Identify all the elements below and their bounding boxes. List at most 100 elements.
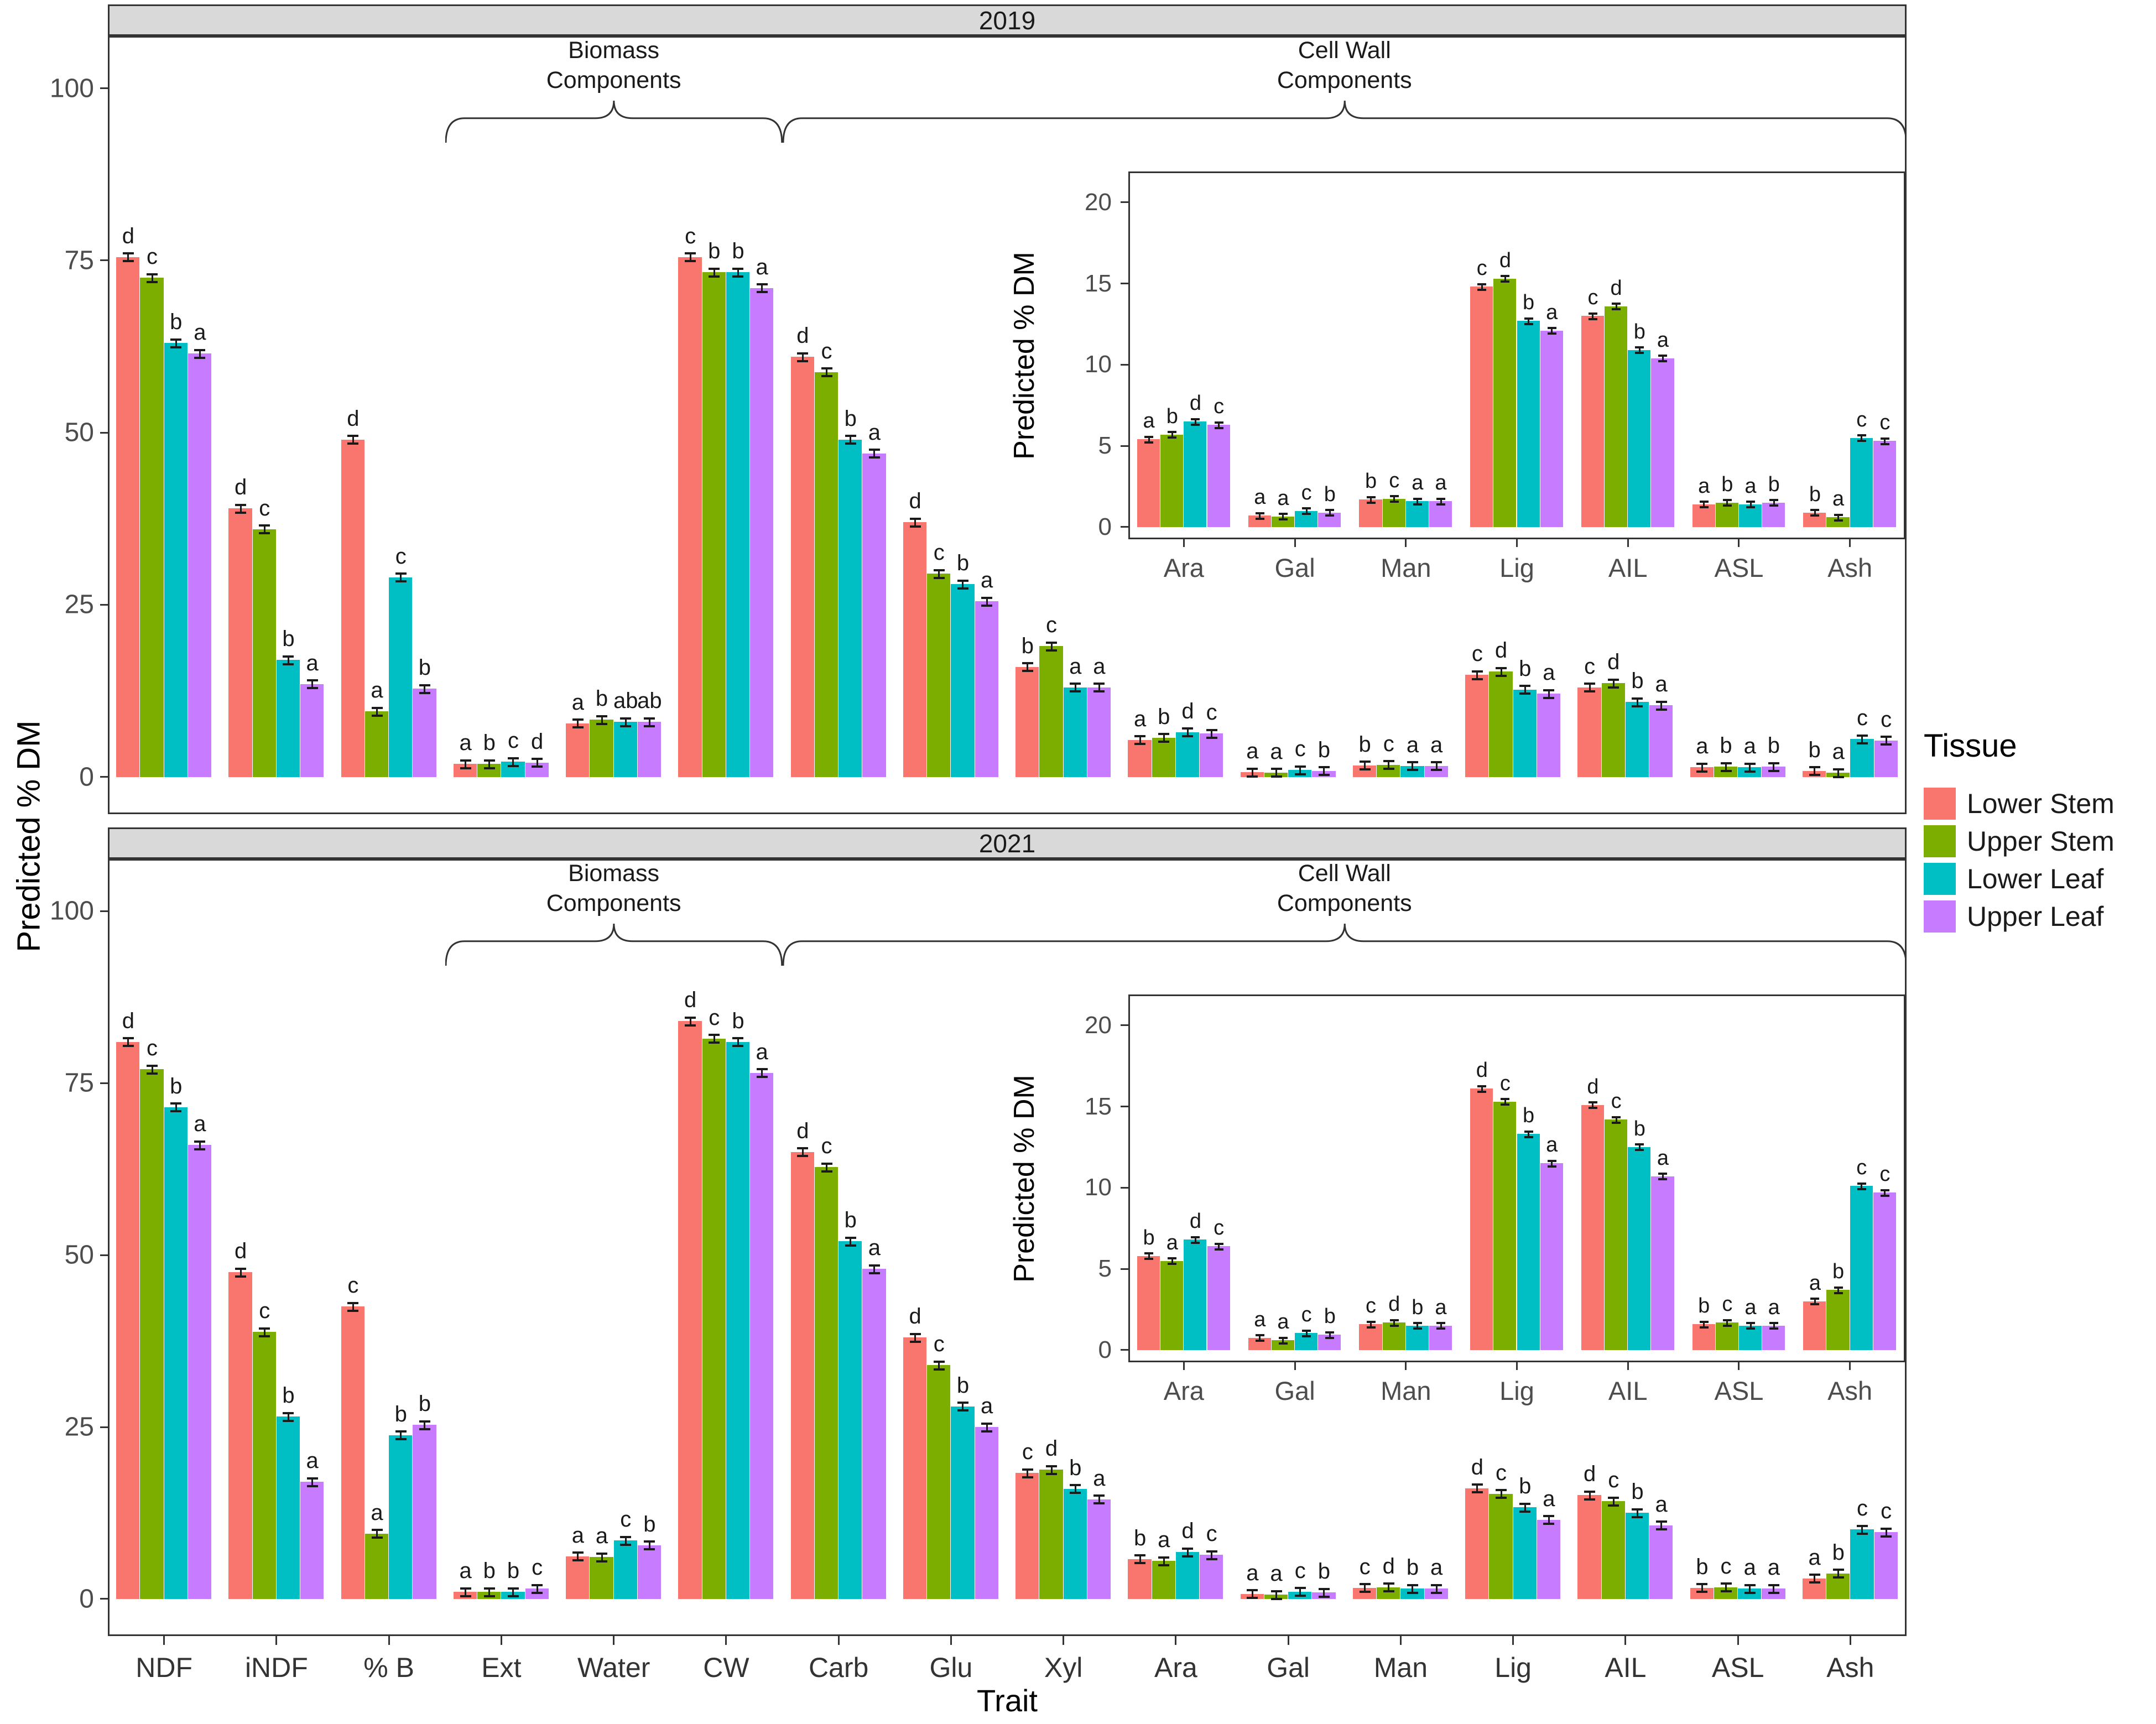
p2021-sig-letter-Lig-3: a	[1543, 1486, 1555, 1511]
p2019-err-Lig-2-capB	[1519, 692, 1531, 695]
p2019-bar-Xyl-3	[1087, 687, 1111, 777]
p2021-err-NDF-0-capB	[122, 1045, 134, 1048]
p2019-sig-letter-CW-3: a	[756, 254, 768, 279]
p2021-inset-sig-Man-1: d	[1388, 1293, 1400, 1316]
p2019-inset-sig-Lig-0: c	[1476, 257, 1487, 280]
p2021-bar-Glu-0	[903, 1337, 927, 1599]
p2019-err-Lig-1-capT	[1496, 666, 1507, 669]
p2021-inset-err-Ash-3-line	[1884, 1190, 1886, 1196]
p2019-bar-% B-2	[389, 577, 413, 777]
p2019-err-Man-0-line	[1364, 761, 1366, 769]
p2019-sig-letter-Xyl-1: c	[1046, 613, 1058, 638]
p2019-inset-err-Man-3-line	[1440, 498, 1442, 504]
p2019-sig-letter-Carb-3: a	[868, 420, 881, 445]
p2019-inset-sig-ASL-1: b	[1721, 472, 1733, 496]
p2019-inset-err-Lig-3-capT	[1547, 327, 1556, 330]
p2019-err-NDF-3-capT	[194, 348, 206, 351]
p2021-inset-sig-ASL-2: a	[1744, 1295, 1757, 1319]
p2021-err-Glu-3-line	[986, 1423, 988, 1431]
p2019-inset-err-Ash-1-line	[1837, 514, 1840, 520]
p2021-sig-letter-Xyl-2: b	[1069, 1455, 1082, 1480]
p2021-inset-err-Ara-3-line	[1218, 1243, 1220, 1249]
p2019-err-Ara-0-capT	[1134, 735, 1146, 738]
p2021-inset-sig-Man-2: b	[1412, 1295, 1424, 1319]
p2021-bar-Glu-3	[975, 1427, 998, 1599]
p2019-inset-xtick-mark-0	[1183, 539, 1185, 547]
p2019-bar-Carb-2	[839, 439, 862, 777]
p2021-err-Water-2-capB	[620, 1543, 632, 1546]
p2021-inset-ytick-mark-20	[1121, 1024, 1128, 1027]
p2021-sig-letter-% B-1: a	[371, 1500, 383, 1525]
p2019-sig-letter-ASL-1: b	[1720, 733, 1732, 758]
p2019-err-Glu-1-line	[938, 570, 940, 578]
p2021-sig-letter-% B-2: b	[394, 1402, 407, 1426]
p2021-err-ASL-3-capB	[1768, 1591, 1779, 1594]
p2021-inset-err-ASL-0-capT	[1699, 1320, 1709, 1323]
p2021-bar-AIL-3	[1649, 1525, 1673, 1599]
p2021-inset-err-Man-3-capB	[1436, 1327, 1445, 1330]
p2021-inset-xtick-label-0: Ara	[1163, 1376, 1204, 1405]
p2021-inset-sig-Lig-3: a	[1546, 1133, 1558, 1157]
p2019-err-ASL-1-capT	[1720, 762, 1732, 764]
p2021-bar-Xyl-2	[1063, 1488, 1087, 1599]
p2019-err-Man-0-capB	[1359, 768, 1371, 771]
p2021-err-Man-0-capB	[1359, 1591, 1371, 1593]
p2019-inset-err-Ara-2-capT	[1191, 418, 1200, 420]
p2021-inset-err-ASL-1-line	[1726, 1320, 1728, 1326]
p2021-inset-xtick-label-6: Ash	[1827, 1376, 1873, 1405]
legend-item-upper-stem: Upper Stem	[1924, 825, 2156, 857]
xtick-label-12: Lig	[1494, 1652, 1532, 1683]
p2019-inset-sig-Man-3: a	[1435, 471, 1447, 494]
p2019-bar-Man-0	[1352, 765, 1377, 777]
p2019-err-Glu-2-capT	[957, 579, 968, 582]
p2019-inset-sig-Ara-2: d	[1189, 392, 1201, 415]
p2019-ytick-label-50: 50	[64, 418, 94, 447]
p2019-inset-err-Gal-2-capB	[1302, 513, 1311, 515]
p2019-err-Man-2-line	[1412, 762, 1414, 770]
p2019-inset-bar-Man-1	[1382, 498, 1405, 527]
p2019-err-Carb-3-capT	[868, 449, 880, 451]
p2019-bar-Lig-2	[1513, 689, 1537, 777]
p2021-err-Ext-2-line	[512, 1588, 514, 1596]
p2019-bar-Carb-3	[862, 453, 886, 777]
p2021-err-Man-1-line	[1388, 1583, 1390, 1591]
legend-label-3: Upper Leaf	[1967, 901, 2104, 932]
p2019-inset-sig-Lig-2: b	[1522, 291, 1535, 315]
p2019-err-Ext-0-capT	[460, 759, 471, 762]
p2019-inset-sig-Man-0: b	[1365, 470, 1377, 493]
p2021-inset-err-Gal-3-capT	[1325, 1331, 1335, 1334]
p2019-err-Water-3-line	[648, 718, 650, 726]
p2019-sig-letter-ASL-3: b	[1767, 733, 1780, 758]
p2019-sig-letter-Glu-2: b	[956, 551, 970, 576]
p2021-inset-err-Lig-2-capB	[1524, 1136, 1533, 1138]
p2021-err-Glu-2-line	[962, 1402, 964, 1410]
p2021-sig-letter-CW-0: d	[684, 988, 697, 1013]
p2021-err-NDF-0-capT	[122, 1037, 134, 1040]
p2021-sig-letter-Gal-3: b	[1317, 1559, 1331, 1584]
p2021-err-ASL-0-capT	[1696, 1583, 1708, 1586]
p2021-sig-letter-Glu-2: b	[956, 1373, 970, 1398]
p2021-err-Xyl-2-capB	[1070, 1492, 1081, 1494]
p2019-ytick-mark-75	[100, 259, 108, 262]
p2021-bar-Ash-2	[1850, 1529, 1874, 1599]
p2021-err-% B-1-capT	[371, 1529, 383, 1532]
p2019-err-% B-0-capB	[347, 442, 359, 445]
p2019-err-CW-2-capB	[732, 275, 744, 278]
p2019-inset-err-ASL-3-line	[1773, 499, 1775, 506]
p2021-bar-Lig-2	[1513, 1507, 1537, 1599]
p2021-err-Ext-0-capB	[460, 1595, 471, 1597]
p2021-err-ASL-2-line	[1749, 1585, 1751, 1593]
p2019-err-Glu-2-line	[962, 580, 964, 588]
p2019-bar-AIL-2	[1625, 702, 1649, 777]
p2021-err-iNDF-3-line	[311, 1478, 314, 1486]
p2021-sig-letter-iNDF-0: d	[234, 1239, 247, 1264]
p2019-bar-Xyl-2	[1063, 687, 1087, 777]
p2021-err-AIL-3-line	[1660, 1521, 1663, 1529]
p2021-err-Water-0-line	[577, 1552, 579, 1560]
p2021-bar-Carb-1	[814, 1167, 839, 1599]
panel-strip-2021: 2021	[108, 827, 1907, 859]
p2021-ytick-mark-25	[100, 1426, 108, 1428]
p2021-inset-sig-Gal-1: a	[1277, 1310, 1289, 1334]
p2021-inset-sig-AIL-3: a	[1657, 1146, 1669, 1170]
p2021-ytick-label-0: 0	[79, 1584, 94, 1614]
